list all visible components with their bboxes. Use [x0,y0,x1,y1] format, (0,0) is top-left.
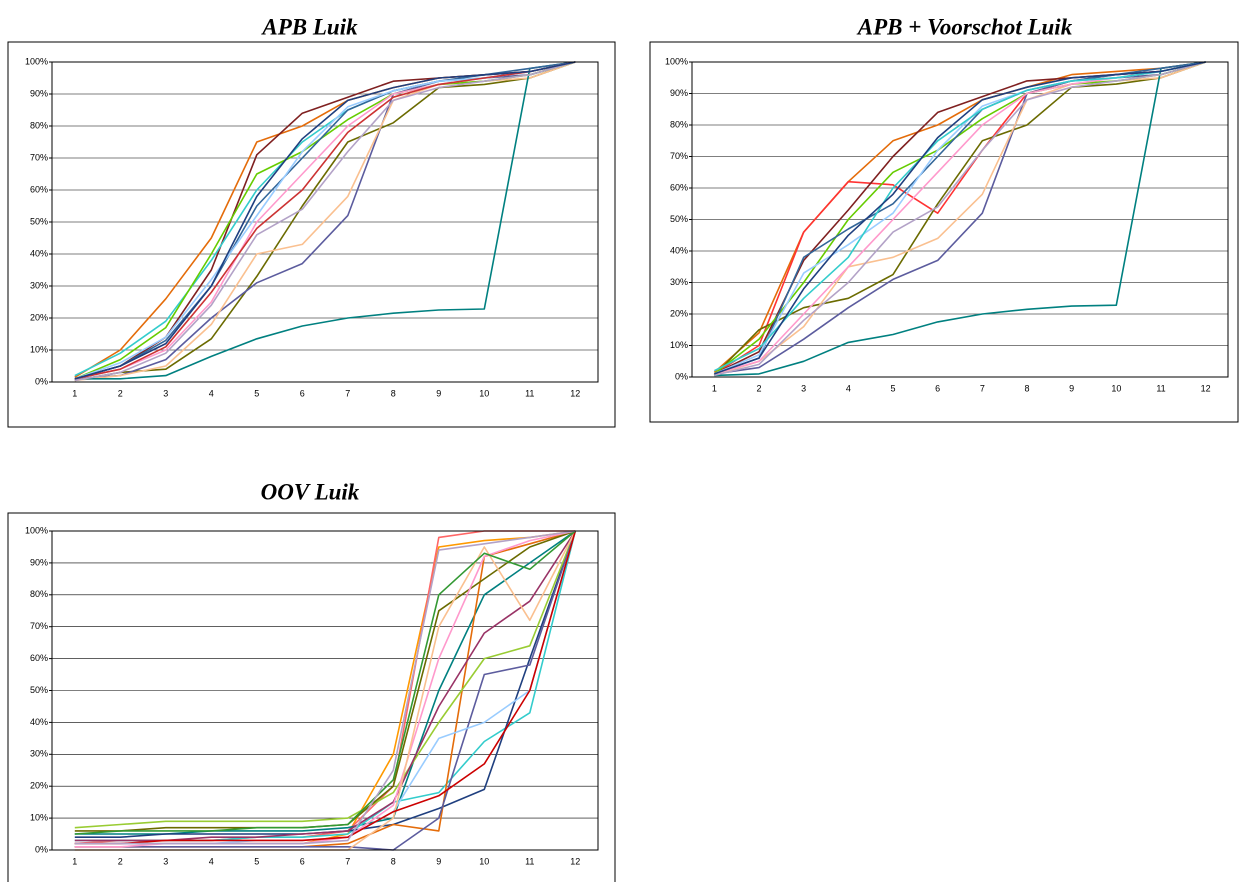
x-tick-label: 6 [300,388,305,398]
y-tick-label: 90% [30,88,48,98]
data-line [74,530,576,845]
x-tick-label: 9 [436,388,441,398]
x-tick-label: 1 [72,856,77,866]
y-tick-label: 60% [30,184,48,194]
data-line [74,61,576,380]
data-line [74,530,576,835]
y-tick-label: 70% [30,621,48,631]
x-tick-label: 5 [254,388,259,398]
chart-title: APB Luik [260,14,358,39]
x-tick-label: 3 [163,388,168,398]
x-tick-label: 3 [801,383,806,393]
chart-title: OOV Luik [261,479,360,504]
data-line [74,61,576,382]
y-tick-label: 0% [35,844,48,854]
x-tick-label: 2 [118,856,123,866]
y-tick-label: 100% [25,56,48,66]
x-tick-label: 8 [391,856,396,866]
x-tick-label: 10 [479,856,489,866]
y-tick-label: 60% [30,653,48,663]
x-tick-label: 8 [391,388,396,398]
y-tick-label: 20% [30,312,48,322]
x-tick-label: 11 [525,856,534,866]
y-tick-label: 50% [670,214,688,224]
y-tick-label: 80% [30,120,48,130]
x-tick-label: 12 [570,856,580,866]
x-tick-label: 6 [935,383,940,393]
y-tick-label: 0% [35,376,48,386]
x-tick-label: 4 [209,856,214,866]
x-tick-label: 1 [72,388,77,398]
y-tick-label: 40% [30,717,48,727]
data-line [74,530,577,851]
x-tick-label: 10 [1111,383,1121,393]
y-tick-label: 90% [670,88,688,98]
data-line [713,61,1206,372]
x-tick-label: 7 [345,856,350,866]
y-tick-label: 90% [30,557,48,567]
data-line [74,530,577,845]
y-tick-label: 70% [30,152,48,162]
data-line [74,61,576,380]
y-tick-label: 30% [30,749,48,759]
plot-frame [51,530,599,851]
y-tick-label: 50% [30,685,48,695]
x-tick-label: 5 [890,383,895,393]
x-tick-label: 9 [436,856,441,866]
y-tick-label: 40% [670,245,688,255]
chart-title: APB + Voorschot Luik [856,14,1073,39]
data-line [714,61,1206,375]
data-line [713,61,1206,376]
x-tick-label: 8 [1024,383,1029,393]
data-line [714,61,1206,377]
y-tick-label: 30% [30,280,48,290]
x-tick-label: 12 [570,388,580,398]
y-tick-label: 80% [30,589,48,599]
x-tick-label: 9 [1069,383,1074,393]
x-tick-label: 5 [254,856,259,866]
data-line [74,61,576,380]
x-tick-label: 2 [118,388,123,398]
y-tick-label: 70% [670,151,688,161]
y-tick-label: 20% [30,781,48,791]
y-tick-label: 10% [30,344,48,354]
y-tick-label: 10% [30,812,48,822]
x-tick-label: 7 [345,388,350,398]
plot-frame [691,61,1229,378]
y-tick-label: 80% [670,119,688,129]
x-tick-label: 2 [756,383,761,393]
y-tick-label: 10% [670,340,688,350]
y-tick-label: 50% [30,216,48,226]
plot-frame [51,61,599,383]
y-tick-label: 60% [670,182,688,192]
y-tick-label: 100% [665,56,688,66]
x-tick-label: 4 [846,383,851,393]
data-line [74,61,576,382]
x-tick-label: 3 [163,856,168,866]
data-line [714,61,1206,377]
y-tick-label: 100% [25,525,48,535]
data-line [74,530,577,829]
x-tick-label: 1 [712,383,717,393]
y-tick-label: 20% [670,308,688,318]
y-tick-label: 0% [675,371,688,381]
x-tick-label: 11 [525,388,534,398]
x-tick-label: 6 [300,856,305,866]
x-tick-label: 10 [479,388,489,398]
x-tick-label: 11 [1156,383,1165,393]
y-tick-label: 30% [670,277,688,287]
x-tick-label: 7 [980,383,985,393]
y-tick-label: 40% [30,248,48,258]
x-tick-label: 4 [209,388,214,398]
x-tick-label: 12 [1201,383,1211,393]
